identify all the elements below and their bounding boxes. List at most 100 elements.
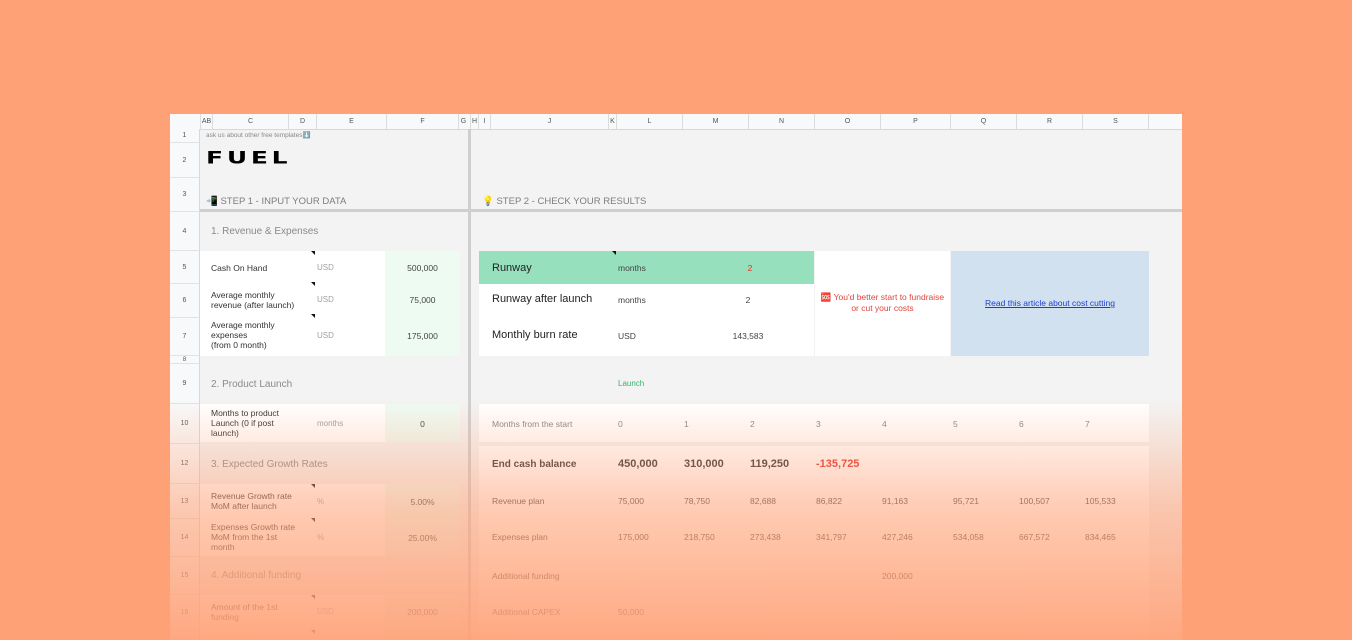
col-header-r[interactable]: R <box>1016 114 1082 129</box>
row-header-6[interactable]: 6 <box>170 284 200 318</box>
runway-value[interactable]: 2 <box>747 263 753 273</box>
runway-after-launch-value[interactable]: 2 <box>745 295 751 305</box>
note-marker-icon[interactable] <box>311 630 315 634</box>
revenue-growth-input[interactable]: 5.00% <box>410 497 435 507</box>
col-header-o[interactable]: O <box>814 114 880 129</box>
col-header-d[interactable]: D <box>288 114 316 129</box>
col-header-t[interactable] <box>1148 114 1182 129</box>
month-cell[interactable]: 5 <box>953 419 958 429</box>
expenses-cell[interactable]: 427,246 <box>882 532 913 542</box>
note-marker-icon[interactable] <box>311 282 315 286</box>
revenue-cell[interactable]: 100,507 <box>1019 496 1050 506</box>
revenue-cell[interactable]: 86,822 <box>816 496 842 506</box>
expenses-cell[interactable]: 534,058 <box>953 532 984 542</box>
revenue-cell[interactable]: 105,533 <box>1085 496 1116 506</box>
row-header-4[interactable]: 4 <box>170 212 200 251</box>
row-header-1[interactable]: 1 <box>170 129 200 143</box>
end-cash-cell[interactable]: 450,000 <box>618 458 658 470</box>
col-header-g[interactable]: G <box>458 114 468 129</box>
months-to-launch-input[interactable]: 0 <box>420 419 425 429</box>
end-cash-cell[interactable]: 119,250 <box>750 458 790 470</box>
months-to-launch-label: Months to product Launch (0 if post launch… <box>211 408 280 438</box>
additional-capex-cell[interactable]: 50,000 <box>618 607 644 617</box>
corner-cell[interactable] <box>170 114 200 129</box>
row-header-2[interactable]: 2 <box>170 143 200 178</box>
end-cash-negative-cell[interactable]: -135,725 <box>816 458 860 470</box>
expenses-cell[interactable]: 175,000 <box>618 532 649 542</box>
revenue-unit: USD <box>317 295 334 304</box>
col-header-s[interactable]: S <box>1082 114 1148 129</box>
col-header-i[interactable]: I <box>478 114 490 129</box>
row-header-15[interactable]: 15 <box>170 557 200 595</box>
burn-rate-value[interactable]: 143,583 <box>732 331 764 341</box>
row-header-13[interactable]: 13 <box>170 484 200 519</box>
col-header-c[interactable]: C <box>212 114 288 129</box>
row-header-9[interactable]: 9 <box>170 364 200 404</box>
col-header-k[interactable]: K <box>608 114 616 129</box>
col-header-n[interactable]: N <box>748 114 814 129</box>
burn-rate-unit: USD <box>618 331 636 341</box>
revenue-cell[interactable]: 82,688 <box>750 496 776 506</box>
month-cell[interactable]: 3 <box>816 419 821 429</box>
note-marker-icon[interactable] <box>311 251 315 255</box>
cash-unit: USD <box>317 263 334 272</box>
note-marker-icon[interactable] <box>311 518 315 522</box>
month-cell[interactable]: 0 <box>618 419 623 429</box>
first-funding-label: Amount of the 1st funding <box>211 602 278 622</box>
cash-on-hand-input[interactable]: 500,000 <box>407 263 438 273</box>
forecast-table-card <box>479 446 1149 640</box>
row-header-8[interactable]: 8 <box>170 356 200 364</box>
templates-banner[interactable]: ask us about other free templates⬇️ <box>206 132 311 139</box>
end-cash-cell[interactable]: 310,000 <box>684 458 724 470</box>
month-cell[interactable]: 4 <box>882 419 887 429</box>
expenses-cell[interactable]: 834,465 <box>1085 532 1116 542</box>
growth-rates-values-bg <box>385 484 460 556</box>
revenue-cell[interactable]: 91,163 <box>882 496 908 506</box>
col-header-f[interactable]: F <box>386 114 458 129</box>
row-header-16[interactable]: 16 <box>170 595 200 631</box>
expenses-cell[interactable]: 341,797 <box>816 532 847 542</box>
avg-expenses-input[interactable]: 175,000 <box>407 331 438 341</box>
expenses-cell[interactable]: 667,572 <box>1019 532 1050 542</box>
month-cell[interactable]: 7 <box>1085 419 1090 429</box>
col-header-ab[interactable]: AB <box>200 114 212 129</box>
col-header-e[interactable]: E <box>316 114 386 129</box>
month-cell[interactable]: 1 <box>684 419 689 429</box>
burn-rate-label: Monthly burn rate <box>492 329 578 341</box>
row-header-12[interactable]: 12 <box>170 444 200 484</box>
col-header-m[interactable]: M <box>682 114 748 129</box>
revenue-cell[interactable]: 95,721 <box>953 496 979 506</box>
expenses-growth-input[interactable]: 25.00% <box>408 533 437 543</box>
row-header-3[interactable]: 3 <box>170 178 200 212</box>
row-header-14[interactable]: 14 <box>170 519 200 557</box>
revenue-growth-unit: % <box>317 497 325 506</box>
section-revenue-expenses: 1. Revenue & Expenses <box>211 226 319 237</box>
row-header-5[interactable]: 5 <box>170 251 200 284</box>
cash-on-hand-label: Cash On Hand <box>211 263 268 273</box>
spreadsheet: AB C D E F G H I J K L M N O P Q R S 1 2… <box>170 114 1182 640</box>
col-header-q[interactable]: Q <box>950 114 1016 129</box>
frozen-row-divider[interactable] <box>200 209 1182 212</box>
col-header-h[interactable]: H <box>470 114 478 129</box>
expenses-cell[interactable]: 273,438 <box>750 532 781 542</box>
additional-funding-cell[interactable]: 200,000 <box>882 571 913 581</box>
note-marker-icon[interactable] <box>311 314 315 318</box>
revenue-cell[interactable]: 75,000 <box>618 496 644 506</box>
revenue-cell[interactable]: 78,750 <box>684 496 710 506</box>
note-marker-icon[interactable] <box>311 595 315 599</box>
frozen-column-divider[interactable] <box>468 129 471 640</box>
row-header-10[interactable]: 10 <box>170 404 200 444</box>
month-cell[interactable]: 6 <box>1019 419 1024 429</box>
note-marker-icon[interactable] <box>612 251 616 255</box>
avg-revenue-input[interactable]: 75,000 <box>409 295 436 305</box>
row-header-7[interactable]: 7 <box>170 318 200 356</box>
col-header-p[interactable]: P <box>880 114 950 129</box>
month-cell[interactable]: 2 <box>750 419 755 429</box>
cost-cutting-article-link[interactable]: Read this article about cost cutting <box>985 298 1115 308</box>
col-header-l[interactable]: L <box>616 114 682 129</box>
first-funding-input[interactable]: 200,000 <box>407 607 438 617</box>
row-header-17[interactable] <box>170 631 200 640</box>
expenses-cell[interactable]: 218,750 <box>684 532 715 542</box>
note-marker-icon[interactable] <box>311 484 315 488</box>
col-header-j[interactable]: J <box>490 114 608 129</box>
